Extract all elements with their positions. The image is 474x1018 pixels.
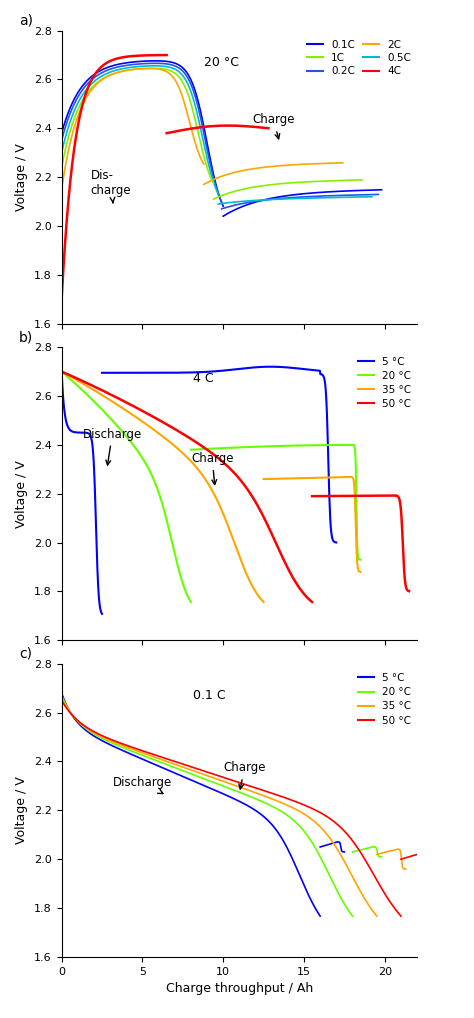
Text: Dis-
charge: Dis- charge — [91, 169, 131, 203]
X-axis label: Charge throughput / Ah: Charge throughput / Ah — [166, 982, 313, 996]
Text: Charge: Charge — [223, 761, 266, 789]
Legend: 5 °C, 20 °C, 35 °C, 50 °C: 5 °C, 20 °C, 35 °C, 50 °C — [354, 352, 416, 413]
Text: c): c) — [19, 646, 32, 661]
Text: 20 °C: 20 °C — [204, 56, 239, 69]
Y-axis label: Voltage / V: Voltage / V — [16, 460, 28, 527]
Y-axis label: Voltage / V: Voltage / V — [16, 777, 28, 844]
Y-axis label: Voltage / V: Voltage / V — [16, 144, 28, 211]
Text: a): a) — [19, 13, 33, 27]
Text: b): b) — [19, 330, 33, 344]
Legend: 5 °C, 20 °C, 35 °C, 50 °C: 5 °C, 20 °C, 35 °C, 50 °C — [354, 669, 416, 730]
Text: Discharge: Discharge — [82, 428, 142, 465]
Text: 4 C: 4 C — [193, 373, 214, 386]
Legend: 0.1C, 1C, 0.2C, 2C, 0.5C, 4C: 0.1C, 1C, 0.2C, 2C, 0.5C, 4C — [303, 36, 416, 80]
Text: Charge: Charge — [252, 113, 295, 138]
Text: Discharge: Discharge — [113, 776, 173, 794]
Text: 0.1 C: 0.1 C — [193, 689, 226, 702]
Text: Charge: Charge — [191, 452, 233, 485]
